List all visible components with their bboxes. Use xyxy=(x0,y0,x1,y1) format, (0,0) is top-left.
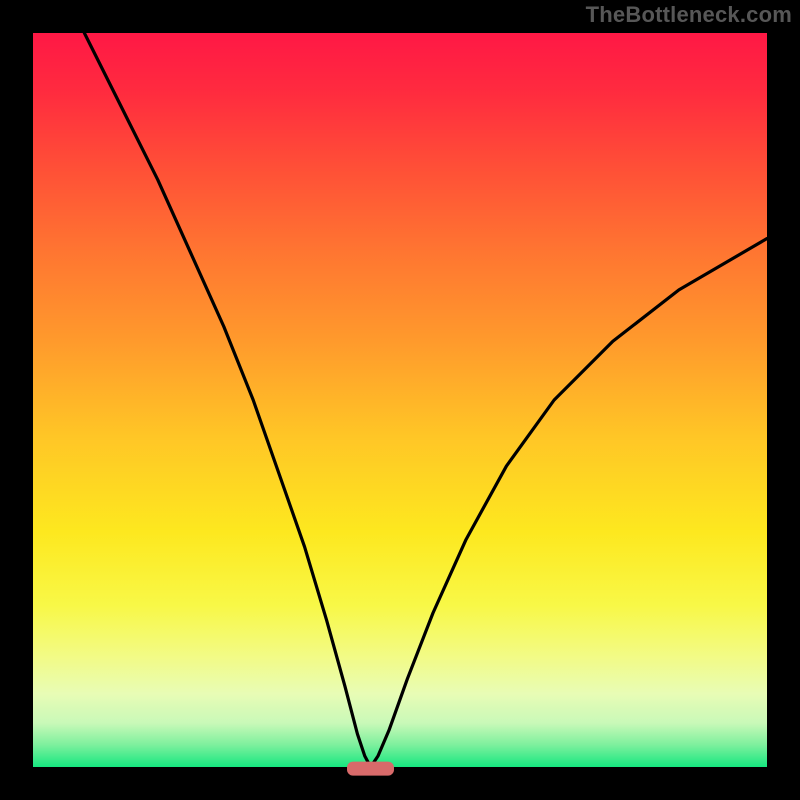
plot-area xyxy=(33,33,767,767)
watermark-text: TheBottleneck.com xyxy=(586,2,792,28)
outer-frame xyxy=(0,0,800,800)
background-gradient xyxy=(33,33,767,767)
minimum-marker xyxy=(347,762,395,776)
